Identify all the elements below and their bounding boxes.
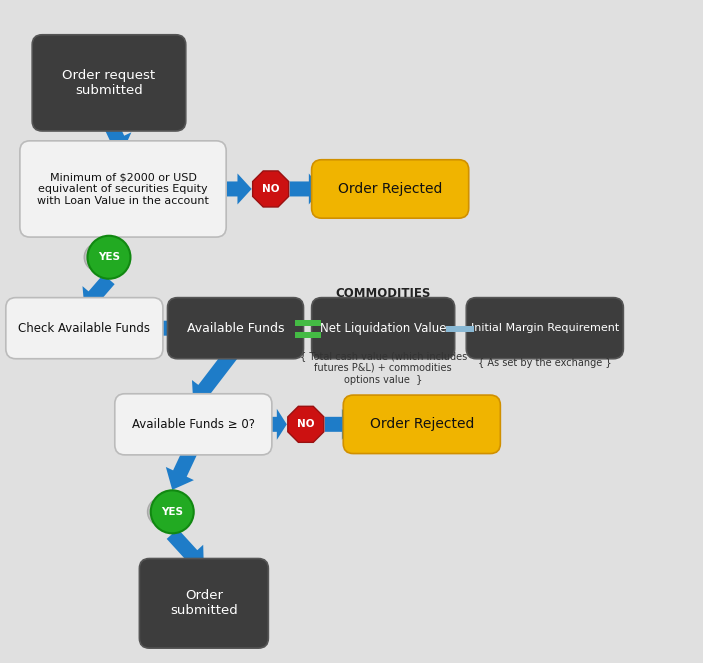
FancyBboxPatch shape xyxy=(115,394,272,455)
Text: Order request
submitted: Order request submitted xyxy=(63,69,155,97)
Text: NO: NO xyxy=(297,419,314,430)
Text: ✓: ✓ xyxy=(158,507,165,516)
FancyBboxPatch shape xyxy=(6,298,163,359)
FancyBboxPatch shape xyxy=(311,160,469,218)
Polygon shape xyxy=(288,406,324,442)
FancyBboxPatch shape xyxy=(446,326,475,332)
Polygon shape xyxy=(82,274,115,308)
Polygon shape xyxy=(325,409,353,440)
Text: Initial Margin Requirement: Initial Margin Requirement xyxy=(471,323,619,333)
Text: ✓: ✓ xyxy=(95,253,102,262)
FancyBboxPatch shape xyxy=(139,558,269,648)
FancyBboxPatch shape xyxy=(20,141,226,237)
Circle shape xyxy=(148,498,176,526)
Polygon shape xyxy=(217,174,252,204)
Text: YES: YES xyxy=(98,252,120,263)
FancyBboxPatch shape xyxy=(295,320,321,326)
FancyBboxPatch shape xyxy=(343,395,501,453)
Text: Available Funds: Available Funds xyxy=(187,322,284,335)
Text: Minimum of $2000 or USD
equivalent of securities Equity
with Loan Value in the a: Minimum of $2000 or USD equivalent of se… xyxy=(37,172,209,206)
FancyBboxPatch shape xyxy=(311,298,455,359)
Text: Check Available Funds: Check Available Funds xyxy=(18,322,150,335)
Text: Order Rejected: Order Rejected xyxy=(370,417,474,432)
Text: COMMODITIES: COMMODITIES xyxy=(335,286,431,300)
Polygon shape xyxy=(166,442,200,490)
FancyBboxPatch shape xyxy=(167,298,304,359)
Polygon shape xyxy=(107,219,127,245)
FancyBboxPatch shape xyxy=(32,34,186,131)
Text: Order
submitted: Order submitted xyxy=(170,589,238,617)
Text: Net Liquidation Value: Net Liquidation Value xyxy=(320,322,446,335)
Polygon shape xyxy=(102,118,131,151)
Circle shape xyxy=(84,243,112,271)
Polygon shape xyxy=(167,529,204,569)
Circle shape xyxy=(150,491,194,533)
Polygon shape xyxy=(290,174,322,204)
Text: YES: YES xyxy=(161,507,183,517)
Text: { Total cash value (which includes
futures P&L) + commodities
options value  }: { Total cash value (which includes futur… xyxy=(299,351,467,385)
Text: NO: NO xyxy=(262,184,279,194)
Text: { As set by the exchange }: { As set by the exchange } xyxy=(478,358,612,369)
Circle shape xyxy=(87,236,131,278)
Polygon shape xyxy=(262,409,287,440)
Text: Order Rejected: Order Rejected xyxy=(338,182,442,196)
FancyBboxPatch shape xyxy=(295,332,321,337)
Polygon shape xyxy=(192,344,241,404)
Polygon shape xyxy=(252,171,289,207)
Text: Available Funds ≥ 0?: Available Funds ≥ 0? xyxy=(132,418,254,431)
Polygon shape xyxy=(153,313,177,343)
FancyBboxPatch shape xyxy=(466,298,624,359)
